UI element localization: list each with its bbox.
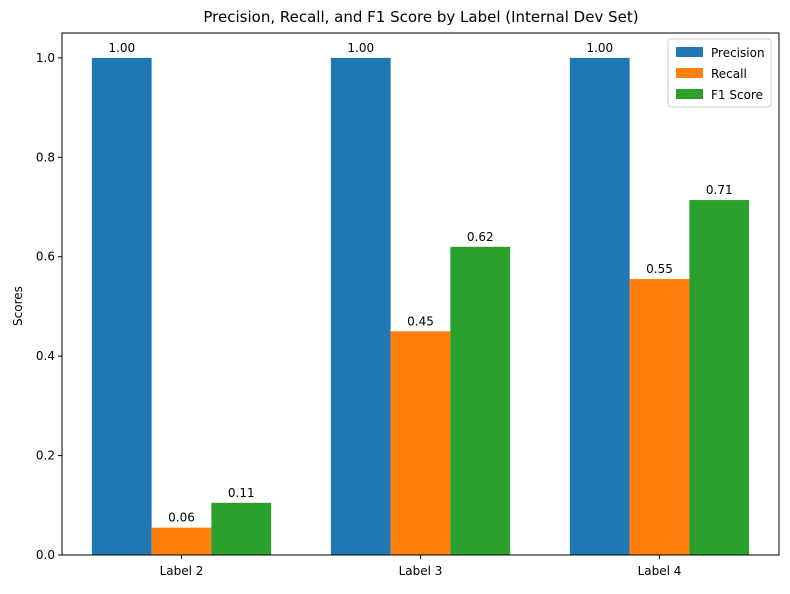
bar-recall-3	[629, 279, 690, 555]
y-tick-label: 0.6	[36, 250, 55, 264]
y-tick-label: 0.4	[36, 349, 55, 363]
legend-swatch	[676, 47, 703, 57]
bar-value-label: 0.45	[407, 314, 434, 328]
bar-f1-score-3	[689, 200, 750, 556]
x-tick-label: Label 4	[638, 564, 682, 578]
bar-f1-score-2	[450, 246, 511, 555]
legend-label: Precision	[711, 46, 765, 60]
bar-value-label: 0.06	[168, 511, 195, 525]
bar-value-label: 0.11	[228, 486, 255, 500]
y-tick-label: 0.2	[36, 449, 55, 463]
legend: Precision Recall F1 Score	[667, 38, 772, 108]
bar-value-label: 1.00	[347, 41, 374, 55]
chart-title: Precision, Recall, and F1 Score by Label…	[203, 8, 638, 26]
bar-f1-score-1	[211, 502, 272, 555]
bar-value-label: 0.62	[467, 230, 494, 244]
y-tick-label: 0.8	[36, 150, 55, 164]
bar-value-label: 0.71	[706, 183, 733, 197]
y-axis-label: Scores	[11, 286, 25, 326]
bar-precision-2	[330, 57, 391, 556]
x-tick-label: Label 2	[160, 564, 204, 578]
legend-swatch	[676, 68, 703, 78]
bar-recall-1	[151, 527, 212, 555]
legend-label: F1 Score	[711, 88, 763, 102]
legend-label: Recall	[711, 67, 747, 81]
y-tick-label: 0.0	[36, 548, 55, 562]
plot-area: 1.00 1.00 1.00 0.06 0.45 0.55 0.11 0.62 0.71 0.0 0…	[36, 32, 780, 578]
bar-precision-3	[569, 57, 630, 556]
legend-swatch	[676, 89, 703, 99]
bar-value-label: 1.00	[108, 41, 135, 55]
bar-recall-2	[390, 331, 451, 555]
bar-value-label: 0.55	[646, 262, 673, 276]
bar-value-label: 1.00	[586, 41, 613, 55]
y-tick-label: 1.0	[36, 51, 55, 65]
bar-precision-1	[91, 57, 152, 556]
x-tick-label: Label 3	[399, 564, 443, 578]
